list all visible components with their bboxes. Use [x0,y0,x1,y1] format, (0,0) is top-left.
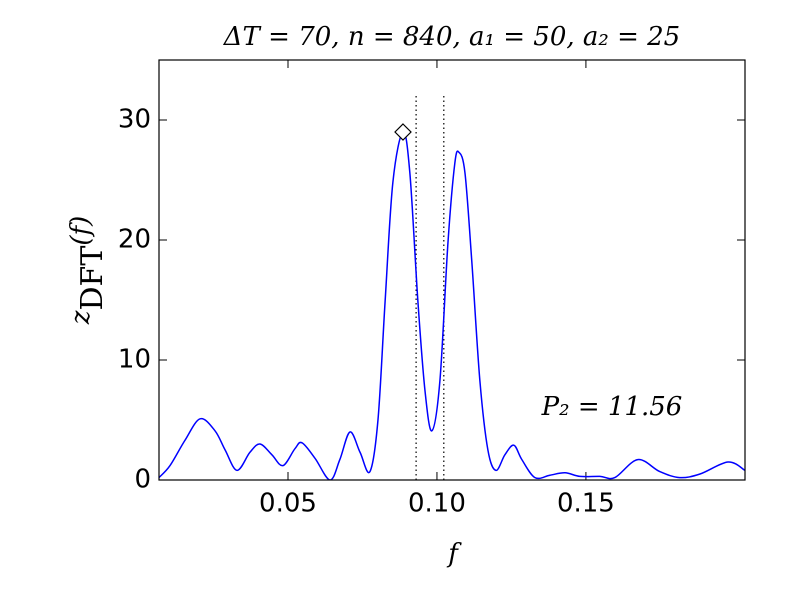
series-line [159,131,745,480]
x-tick-label: 0.15 [557,489,615,519]
y-tick-label: 0 [134,465,151,495]
y-tick-label: 10 [118,345,151,375]
y-label-base: z [66,310,96,325]
chart-title: ΔT = 70, n = 840, a₁ = 50, a₂ = 25 [223,22,680,52]
annotation: P₂ = 11.56 [541,392,683,422]
plot-frame [158,59,746,481]
y-label-rest: (f) [66,216,96,246]
y-tick-label: 20 [118,225,151,255]
y-axis-label: zDFT(f) [66,216,110,326]
y-label-sub: DFT [75,246,110,311]
y-tick-label: 30 [118,105,151,135]
x-tick-label: 0.10 [408,489,466,519]
peak-marker [394,123,412,141]
x-tick-label: 0.05 [259,489,317,519]
